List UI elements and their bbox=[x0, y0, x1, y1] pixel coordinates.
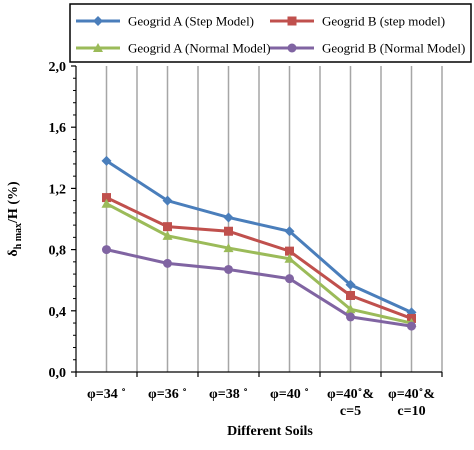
data-point bbox=[162, 230, 173, 240]
x-tick-label: φ=36 ˚ bbox=[148, 387, 187, 402]
x-tick-label-line: c=10 bbox=[397, 404, 425, 419]
data-point bbox=[224, 264, 233, 274]
series-line bbox=[106, 248, 412, 328]
series-4 bbox=[102, 245, 416, 331]
data-point bbox=[223, 243, 234, 253]
x-tick-label: φ=40 ˚ bbox=[270, 387, 309, 402]
y-tick-label: 1,2 bbox=[49, 182, 67, 197]
data-point bbox=[346, 312, 355, 322]
x-tick-label-line: φ=34 ˚ bbox=[87, 387, 126, 402]
legend-item: Geogrid B (step model) bbox=[270, 14, 445, 29]
x-tick-label-line: φ=40˚& bbox=[388, 387, 435, 402]
legend-label: Geogrid A (Step Model) bbox=[128, 14, 254, 29]
x-tick-label-line: φ=40 ˚ bbox=[270, 387, 309, 402]
y-tick-labels: 0,0 0,4 0,8 1,2 1,6 2,0 bbox=[49, 60, 67, 381]
x-tick-label: φ=38 ˚ bbox=[209, 387, 248, 402]
data-point bbox=[102, 245, 111, 255]
data-point bbox=[346, 291, 355, 300]
data-point bbox=[407, 321, 416, 331]
x-tick-label: φ=40˚& c=10 bbox=[388, 387, 435, 419]
series-line bbox=[105, 159, 413, 314]
x-tick-label-line: φ=40˚& bbox=[327, 387, 374, 402]
x-tick-label-line: φ=38 ˚ bbox=[209, 387, 248, 402]
legend: Geogrid A (Step Model) Geogrid B (step mo… bbox=[69, 3, 472, 63]
data-point bbox=[285, 246, 294, 256]
data-point bbox=[284, 226, 295, 237]
x-tick-label: φ=34 ˚ bbox=[87, 387, 126, 402]
x-tick-label: φ=40˚& c=5 bbox=[327, 387, 374, 419]
y-tick-label: 0,0 bbox=[49, 366, 67, 381]
data-point bbox=[101, 155, 112, 166]
y-axis-label-sub: h max bbox=[13, 223, 24, 249]
legend-label: Geogrid B (Normal Model) bbox=[322, 41, 465, 56]
legend-swatch-marker bbox=[287, 43, 297, 53]
y-tick-label: 0,4 bbox=[49, 305, 67, 320]
y-axis-label-tail: /H (%) bbox=[6, 181, 21, 224]
data-point bbox=[101, 198, 112, 208]
legend-item: Geogrid A (Normal Model) bbox=[76, 41, 271, 56]
legend-box bbox=[69, 3, 472, 63]
y-axis-label: δh max/H (%) bbox=[6, 181, 24, 257]
grid bbox=[105, 66, 443, 372]
y-tick-label: 1,6 bbox=[49, 121, 67, 136]
legend-item: Geogrid B (Normal Model) bbox=[270, 41, 465, 56]
legend-swatch-marker bbox=[93, 16, 103, 26]
legend-label: Geogrid A (Normal Model) bbox=[128, 41, 271, 56]
data-point bbox=[163, 222, 172, 232]
data-point bbox=[162, 195, 173, 206]
y-tick-label: 0,8 bbox=[49, 244, 67, 259]
data-point bbox=[284, 253, 295, 263]
series-line bbox=[105, 202, 412, 325]
legend-item: Geogrid A (Step Model) bbox=[76, 14, 254, 29]
series-line bbox=[105, 196, 413, 320]
axes bbox=[71, 65, 443, 377]
data-point bbox=[224, 226, 233, 236]
x-tick-label-line: φ=36 ˚ bbox=[148, 387, 187, 402]
x-tick-labels: φ=34 ˚ φ=36 ˚ φ=38 ˚ φ=40 ˚ φ=40˚& c=5 φ=40˚& c… bbox=[87, 387, 435, 419]
x-tick-label-line: c=5 bbox=[340, 404, 361, 419]
data-point bbox=[163, 258, 172, 268]
x-axis-label: Different Soils bbox=[227, 424, 313, 439]
y-axis-label-main: δ bbox=[6, 249, 21, 256]
y-tick-label: 2,0 bbox=[49, 60, 67, 75]
data-point bbox=[285, 274, 294, 284]
legend-label: Geogrid B (step model) bbox=[322, 14, 445, 29]
legend-swatch-marker bbox=[93, 43, 103, 52]
series-group bbox=[101, 155, 417, 331]
data-point bbox=[345, 304, 356, 314]
data-point bbox=[102, 193, 111, 203]
data-point bbox=[223, 212, 234, 223]
data-point bbox=[345, 279, 356, 290]
legend-swatch-marker bbox=[287, 16, 297, 26]
